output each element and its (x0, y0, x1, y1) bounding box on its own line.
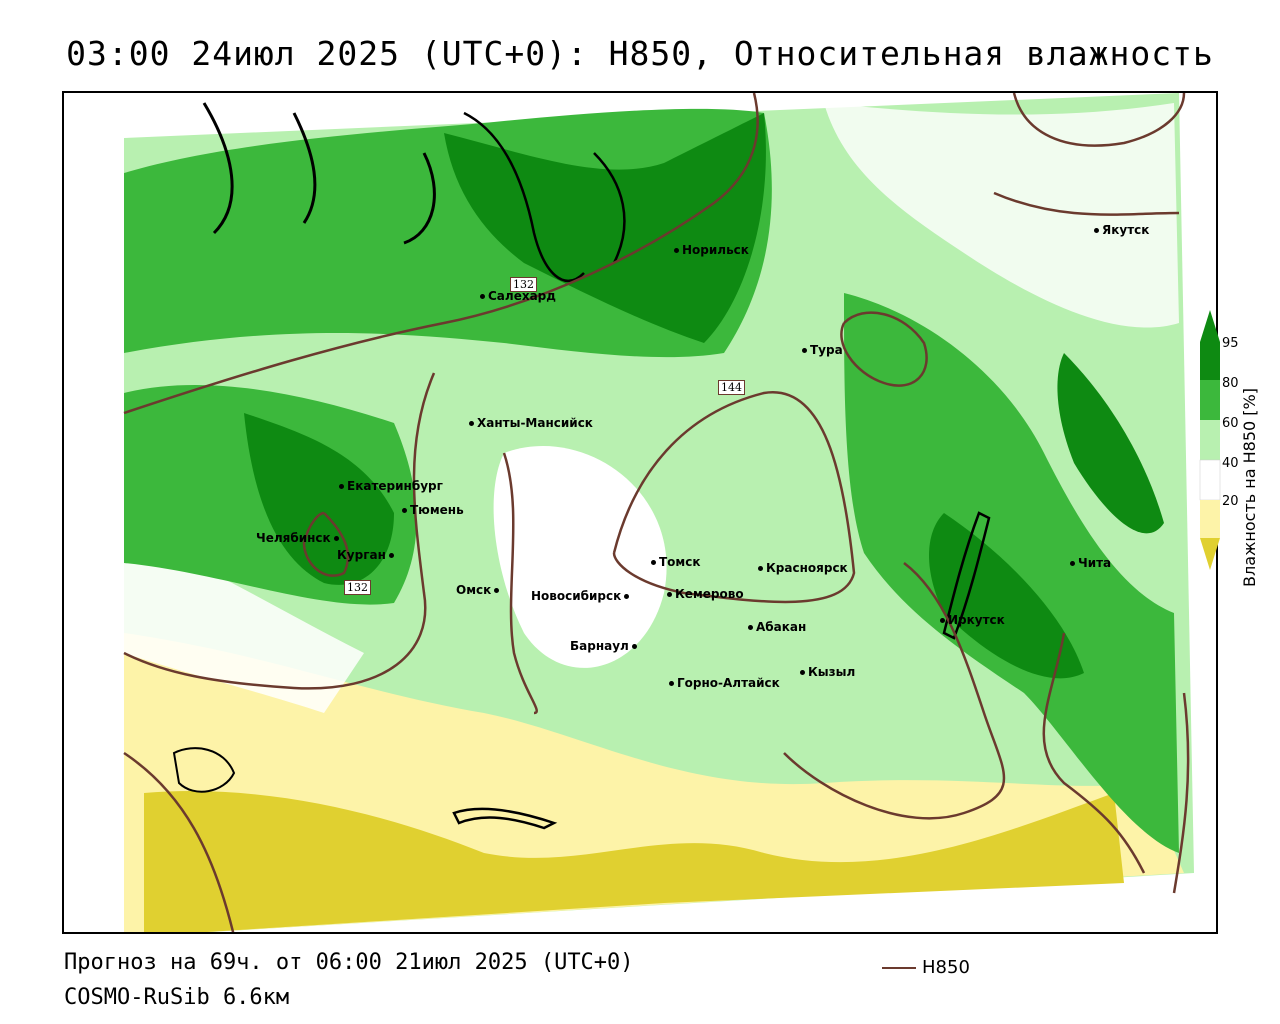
contour-legend-label: H850 (922, 957, 970, 978)
city-label: Новосибирск (531, 589, 622, 603)
forecast-info: Прогноз на 69ч. от 06:00 21июл 2025 (UTC… (64, 950, 634, 975)
colorbar-tick: 95 (1222, 336, 1239, 351)
city-label: Абакан (756, 620, 807, 634)
colorbar-segment-80 (1200, 380, 1220, 420)
city-dot (624, 593, 630, 599)
city-dot (748, 624, 753, 630)
contour-legend: H850 (882, 957, 970, 978)
city-dot (758, 565, 763, 571)
colorbar-tick: 60 (1222, 416, 1239, 431)
city-marker: Томск (651, 555, 701, 569)
city-marker: Тура (802, 343, 843, 357)
city-dot (800, 669, 805, 675)
lake-balkhash (452, 807, 558, 830)
city-marker: Челябинск (256, 531, 339, 545)
very-humid-core (244, 413, 394, 585)
city-label: Екатеринбург (347, 479, 443, 493)
colorbar-tick: 40 (1222, 456, 1239, 471)
city-marker: Омск (456, 583, 500, 597)
lake-baikal (942, 511, 991, 640)
model-name: COSMO-RuSib 6.6км (64, 985, 290, 1010)
city-label: Тура (810, 343, 843, 357)
city-marker: Норильск (674, 243, 749, 257)
city-dot (388, 552, 394, 558)
city-marker: Салехард (480, 289, 556, 303)
city-dot (631, 643, 637, 649)
city-label: Кызыл (808, 665, 856, 679)
colorbar-segment-40 (1199, 459, 1221, 501)
contour-label: 132 (344, 580, 371, 595)
low-humidity-patch (493, 445, 667, 668)
city-label: Иркутск (948, 613, 1005, 627)
city-label: Горно-Алтайск (677, 676, 780, 690)
very-humid-core (444, 113, 766, 343)
city-label: Салехард (488, 289, 556, 303)
colorbar-segment-60 (1200, 420, 1220, 460)
city-label: Курган (337, 548, 386, 562)
aral-sea (172, 747, 236, 793)
city-label: Якутск (1102, 223, 1150, 237)
city-dot (667, 591, 672, 597)
colorbar-bottom-arrow (1200, 538, 1220, 570)
city-label: Чита (1078, 556, 1112, 570)
city-marker: Горно-Алтайск (669, 676, 780, 690)
city-label: Красноярск (766, 561, 848, 575)
city-dot (802, 347, 807, 353)
city-label: Кемерово (675, 587, 744, 601)
colorbar-tick: 20 (1222, 494, 1239, 509)
colorbar-tick: 80 (1222, 376, 1239, 391)
city-label: Челябинск (256, 531, 331, 545)
city-dot (1070, 560, 1075, 566)
city-marker: Новосибирск (531, 589, 630, 603)
city-dot (494, 587, 500, 593)
city-marker: Барнаул (570, 639, 637, 653)
city-label: Барнаул (570, 639, 629, 653)
city-dot (469, 420, 474, 426)
city-dot (1094, 227, 1099, 233)
city-dot (651, 559, 656, 565)
city-marker: Абакан (748, 620, 806, 634)
city-dot (674, 247, 679, 253)
city-marker: Чита (1070, 556, 1111, 570)
very-dry-zone (144, 791, 1124, 932)
city-dot (940, 617, 945, 623)
city-marker: Кызыл (800, 665, 855, 679)
colorbar (1199, 310, 1221, 570)
coastline (463, 111, 626, 282)
colorbar-title: Влажность на H850 [%] (1240, 388, 1259, 587)
city-marker: Тюмень (402, 503, 464, 517)
coastline (202, 102, 436, 245)
low-humidity-patch (824, 103, 1179, 328)
city-label: Омск (456, 583, 492, 597)
contour-legend-swatch (882, 966, 916, 969)
very-humid-core (1057, 353, 1164, 534)
city-marker: Якутск (1094, 223, 1149, 237)
map-canvas (123, 93, 1194, 932)
city-label: Тюмень (410, 503, 464, 517)
colorbar-top-arrow (1200, 310, 1220, 342)
contour-label: 144 (718, 380, 745, 395)
contour-label: 132 (510, 277, 537, 292)
city-marker: Иркутск (940, 613, 1005, 627)
city-label: Норильск (682, 243, 749, 257)
colorbar-segment-95 (1200, 342, 1220, 380)
h850-contours (123, 93, 1190, 932)
humidity-map: 132 144 132 Якутск Норильск Салехард Тур… (62, 91, 1218, 934)
colorbar-segment-20 (1200, 500, 1220, 538)
city-label: Томск (659, 555, 701, 569)
city-marker: Ханты-Мансийск (469, 416, 593, 430)
city-label: Ханты-Мансийск (477, 416, 593, 430)
city-marker: Кемерово (667, 587, 744, 601)
city-dot (480, 293, 485, 299)
city-marker: Екатеринбург (339, 479, 443, 493)
city-dot (333, 535, 339, 541)
city-dot (669, 680, 674, 686)
city-dot (402, 507, 407, 513)
city-marker: Курган (337, 548, 394, 562)
map-title: 03:00 24июл 2025 (UTC+0): H850, Относите… (66, 34, 1214, 73)
low-humidity-patch (124, 533, 364, 713)
city-marker: Красноярск (758, 561, 848, 575)
city-dot (339, 483, 344, 489)
very-humid-core (929, 513, 1084, 679)
